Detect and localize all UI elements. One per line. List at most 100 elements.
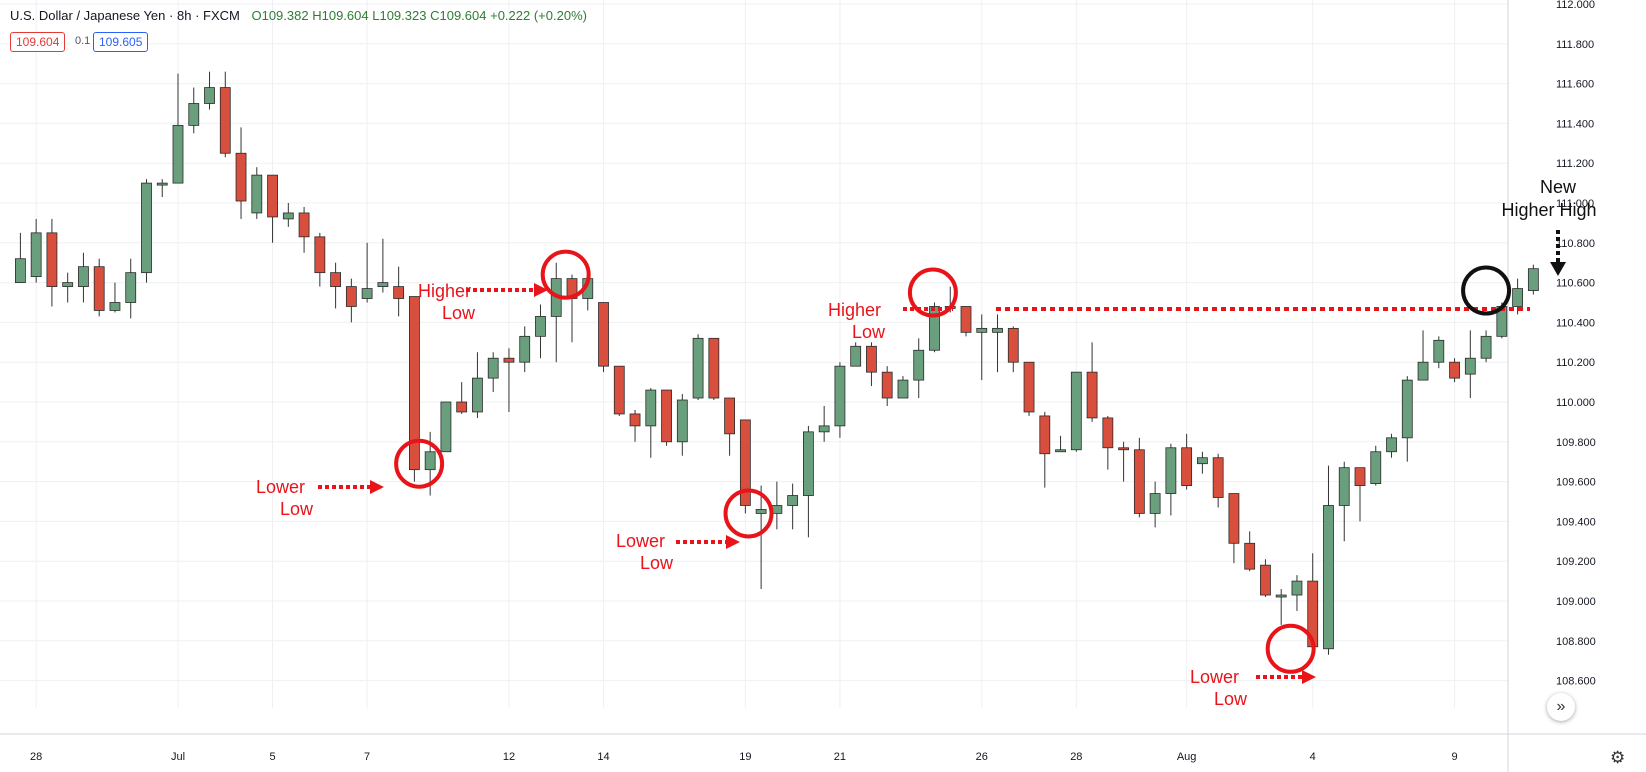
price-tick-label: 110.600: [1556, 278, 1595, 290]
scroll-to-realtime-button[interactable]: »: [1547, 693, 1575, 721]
candle-body: [78, 266, 89, 287]
gear-icon: ⚙: [1610, 748, 1626, 767]
price-axis[interactable]: 112.000 111.800 111.600 111.400 111.200 111.0…: [1507, 0, 1596, 772]
time-axis[interactable]: 28 Jul 5 7 12 14 19 21 26 28 Aug 4 9: [0, 733, 1646, 763]
price-tick-label: 110.800: [1556, 238, 1595, 250]
candle-body: [1354, 467, 1366, 486]
candle-body: [1023, 361, 1035, 413]
candle-body: [913, 349, 925, 381]
time-tick-label: 21: [834, 751, 846, 763]
price-tick-label: 110.400: [1556, 317, 1595, 329]
sell-price-button[interactable]: 109.604: [10, 32, 66, 52]
time-tick-label: 9: [1451, 751, 1457, 763]
candle-body: [125, 272, 137, 303]
price-tick-label: 109.600: [1556, 477, 1596, 489]
new-high-arrow-head: [1550, 262, 1566, 276]
higher-low-label-2: Higher: [828, 300, 881, 320]
candle-body: [1464, 357, 1476, 375]
change-value: +0.222 (+0.20%): [490, 8, 587, 23]
candle-body: [424, 451, 436, 471]
price-tick-label: 111.000: [1556, 198, 1594, 210]
candle-body: [1291, 580, 1303, 596]
candle-body: [834, 365, 846, 427]
candle-body: [14, 258, 26, 284]
candle-body: [235, 152, 247, 202]
candle-body: [1165, 447, 1177, 494]
price-tick-label: 108.800: [1556, 636, 1596, 648]
candle-body: [1417, 361, 1429, 381]
time-tick-label: 12: [503, 751, 515, 763]
open-value: O109.382: [251, 8, 309, 23]
price-tick-label: 111.600: [1556, 79, 1594, 91]
interval-label[interactable]: 8h: [176, 8, 192, 23]
candle-body: [30, 232, 42, 278]
candle-body: [1133, 449, 1145, 514]
candle-body: [204, 87, 215, 104]
candle-body: [1260, 564, 1271, 596]
lower-low-circle-1: [394, 438, 445, 489]
candle-body: [1512, 288, 1523, 307]
higher-low-label-2: Low: [852, 322, 886, 342]
time-tick-label: 28: [30, 751, 42, 763]
symbol-name[interactable]: U.S. Dollar / Japanese Yen: [10, 8, 166, 23]
price-tick-label: 111.800: [1556, 39, 1594, 51]
time-tick-label: Aug: [1177, 751, 1197, 763]
candle-body: [109, 302, 121, 311]
candle-body: [1370, 451, 1382, 484]
time-tick-label: Jul: [171, 751, 185, 763]
candle-body: [1118, 447, 1129, 451]
candle-body: [1070, 371, 1082, 451]
candle-body: [219, 87, 231, 154]
lower-low-label-2: Low: [640, 553, 674, 573]
candle-body: [156, 182, 168, 186]
candle-body: [46, 232, 58, 287]
higher-low-arrow-1-head: [534, 283, 548, 297]
annotations: LowerLowHigherLowLowerLowHigherLowLowerL…: [256, 177, 1597, 709]
candle-body: [377, 282, 389, 287]
candle-body: [298, 212, 310, 238]
higher-low-label-1: Low: [442, 303, 476, 323]
candle-body: [1275, 594, 1287, 598]
chart-settings-button[interactable]: ⚙: [1610, 748, 1625, 768]
candle-body: [661, 389, 672, 443]
higher-low-label-1: Higher: [418, 281, 471, 301]
candle-body: [93, 266, 105, 311]
price-tick-label: 111.400: [1556, 118, 1594, 130]
candle-body: [408, 296, 420, 471]
candle-body: [456, 401, 468, 413]
candle-body: [897, 379, 909, 399]
buy-price-button[interactable]: 109.605: [93, 32, 149, 52]
candle-body: [393, 286, 405, 299]
candle-body: [330, 272, 342, 287]
candle-body: [1197, 457, 1208, 465]
candle-body: [1338, 467, 1350, 506]
price-tick-label: 109.200: [1556, 556, 1596, 568]
price-tick-label: 109.000: [1556, 596, 1596, 608]
candle-body: [1212, 457, 1224, 498]
candle-body: [960, 306, 972, 333]
candle-body: [929, 306, 940, 351]
candle-body: [267, 174, 278, 218]
low-value: L109.323: [372, 8, 427, 23]
lower-low-arrow-1-head: [370, 480, 384, 494]
candle-body: [282, 212, 294, 220]
candle-body: [692, 337, 704, 399]
candle-body: [1228, 493, 1240, 544]
time-tick-label: 14: [597, 751, 609, 763]
candle-body: [1149, 493, 1161, 514]
time-tick-label: 28: [1070, 751, 1082, 763]
candle-body: [866, 345, 877, 373]
lower-low-label-1: Lower: [256, 477, 305, 497]
candle-body: [755, 509, 767, 514]
candle-body: [440, 401, 452, 453]
candle-body: [708, 337, 720, 399]
candle-body: [645, 389, 657, 427]
new-high-label: New: [1540, 177, 1577, 197]
candle-body: [62, 282, 74, 287]
price-tick-label: 110.000: [1556, 397, 1595, 409]
candle-body: [976, 327, 988, 333]
lower-low-circle-2: [723, 488, 774, 539]
candle-body: [361, 288, 373, 299]
candle-body: [881, 371, 893, 399]
